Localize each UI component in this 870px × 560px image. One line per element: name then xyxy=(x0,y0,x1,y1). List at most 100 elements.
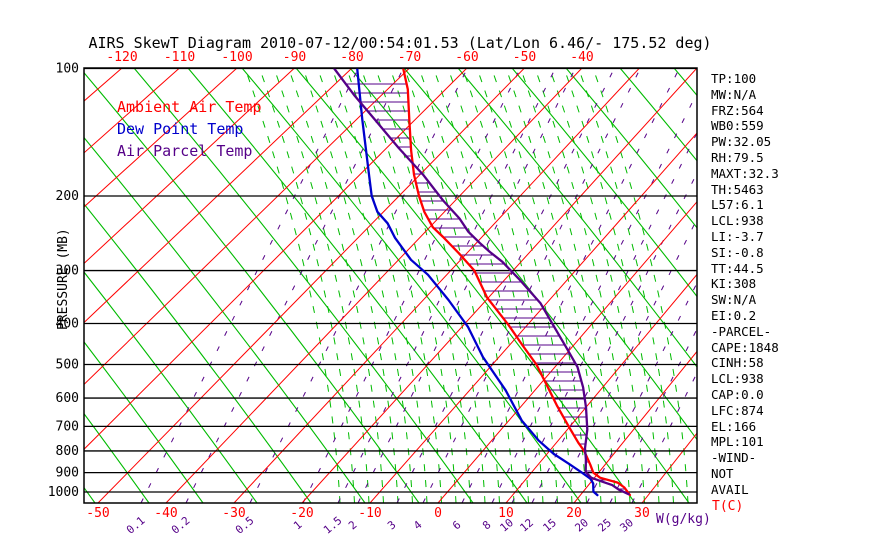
axis-tick-label: -110 xyxy=(164,50,195,65)
legend-item-dewpoint: Dew Point Temp xyxy=(117,120,244,138)
dry-adiabat-line xyxy=(565,68,697,229)
axis-tick-label: 800 xyxy=(56,444,79,459)
axis-tick-label: -40 xyxy=(154,506,177,521)
axis-tick-label: -60 xyxy=(455,50,478,65)
stat-line: AVAIL xyxy=(711,481,749,497)
isotherm-line xyxy=(84,68,410,386)
axis-tick-label: 300 xyxy=(56,264,79,279)
dry-adiabat-line xyxy=(187,68,528,503)
axis-tick-label: 4 xyxy=(411,518,425,532)
moist-adiabat-line xyxy=(447,68,544,503)
dry-adiabat-line xyxy=(511,68,697,298)
stat-line: CAPE:1848 xyxy=(711,339,779,355)
chart-title: AIRS SkewT Diagram 2010-07-12/00:54:01.5… xyxy=(88,34,712,52)
axis-tick-label: 700 xyxy=(56,419,79,434)
axis-tick-label: -30 xyxy=(222,506,245,521)
dry-adiabat-line xyxy=(84,71,420,503)
axis-tick-label: -50 xyxy=(513,50,536,65)
isotherm-line xyxy=(437,200,697,503)
axis-tick-label: -70 xyxy=(398,50,421,65)
isotherm-line xyxy=(84,68,295,265)
axis-tick-label: 8 xyxy=(480,518,493,532)
moist-adiabat-line xyxy=(476,68,573,503)
axis-tick-label: -100 xyxy=(221,50,252,65)
axis-tick-label: -40 xyxy=(570,50,593,65)
isotherm-line xyxy=(97,68,525,503)
moist-adiabat-line xyxy=(592,68,689,503)
axis-tick-label: -50 xyxy=(86,506,109,521)
moist-adiabat-line xyxy=(505,68,602,503)
stat-line: NOT xyxy=(711,466,734,481)
moist-adiabat-line xyxy=(302,68,399,503)
moist-adiabat-line xyxy=(331,68,428,503)
isotherm-line xyxy=(573,350,697,503)
stat-line: EL:166 xyxy=(711,418,757,434)
stat-line: -PARCEL- xyxy=(711,323,772,339)
moist-adiabat-line xyxy=(549,68,645,503)
moist-adiabat-line xyxy=(433,68,529,503)
moist-adiabat-line xyxy=(491,68,587,503)
mixing-ratio-line xyxy=(396,68,615,503)
axis-tick-label: -20 xyxy=(290,506,313,521)
stat-line: CAP:0.0 xyxy=(711,387,764,402)
stat-line: MW:N/A xyxy=(711,86,757,102)
moist-adiabat-line xyxy=(404,68,500,503)
axis-tick-label: -10 xyxy=(358,506,381,521)
axis-tick-label: 600 xyxy=(56,391,79,406)
dewpoint-curve xyxy=(356,68,599,497)
sounding-curves xyxy=(333,68,632,497)
moist-adiabat-line xyxy=(534,68,631,503)
moist-adiabat-line xyxy=(375,68,471,503)
stat-line: LCL:938 xyxy=(711,371,764,387)
axis-tick-label: 12 xyxy=(517,516,536,534)
moist-adiabat-line xyxy=(244,68,341,503)
axis-tick-label: 10 xyxy=(498,506,514,521)
stat-line: MPL:101 xyxy=(711,434,764,450)
mixing-unit-label: W(g/kg) xyxy=(656,512,711,527)
moist-adiabat-line xyxy=(578,68,674,503)
moist-adiabat-line xyxy=(288,68,384,503)
dry-adiabat-line xyxy=(84,412,150,503)
axis-tick-label: 0 xyxy=(434,506,442,521)
stat-line: SW:N/A xyxy=(711,292,757,308)
stat-line: LFC:874 xyxy=(711,402,764,418)
skewt-grid xyxy=(84,68,697,503)
stat-line: TH:5463 xyxy=(711,181,764,197)
axis-tick-label: 3 xyxy=(385,518,398,532)
mixing-ratio-line xyxy=(302,68,521,503)
moist-adiabat-line xyxy=(346,68,442,503)
dry-adiabat-line xyxy=(349,68,690,503)
ambient-temp-curve xyxy=(402,68,632,497)
stat-line: TP:100 xyxy=(711,71,757,86)
stat-line: KI:308 xyxy=(711,276,757,292)
axis-tick-label: 400 xyxy=(56,316,79,331)
moist-adiabat-line xyxy=(259,68,355,503)
mixing-ratio-line xyxy=(422,68,641,503)
axis-tick-label: 200 xyxy=(56,189,79,204)
axis-tick-label: 500 xyxy=(56,358,79,373)
stat-line: FRZ:564 xyxy=(711,102,764,118)
stat-line: PW:32.05 xyxy=(711,134,772,150)
plot-frame xyxy=(83,67,698,504)
stat-line: SI:-0.8 xyxy=(711,244,764,260)
isotherm-line xyxy=(84,68,353,324)
stats-panel: TP:100 MW:N/A FRZ:564 WB0:559 PW:32.05 RH:79.… xyxy=(711,0,869,560)
legend: Ambient Air Temp Dew Point Temp Air Parc… xyxy=(117,96,262,162)
axis-tick-label: 1.5 xyxy=(321,514,345,537)
dry-adiabat-line xyxy=(241,68,582,503)
axis-tick-label: 30 xyxy=(634,506,650,521)
stat-line: LCL:938 xyxy=(711,213,764,229)
stat-line: -WIND- xyxy=(711,450,757,466)
moist-adiabat-line xyxy=(273,68,370,503)
isotherm-line xyxy=(301,68,697,503)
legend-item-parcel: Air Parcel Temp xyxy=(117,142,253,160)
isotherm-line xyxy=(165,68,583,503)
legend-item-ambient: Ambient Air Temp xyxy=(117,98,262,116)
mixing-ratio-line xyxy=(357,68,576,503)
isotherm-line xyxy=(505,273,697,503)
dry-adiabat-line xyxy=(295,68,636,503)
stat-line: LI:-3.7 xyxy=(711,229,764,244)
dry-adiabat-line xyxy=(133,68,474,503)
stat-line: L57:6.1 xyxy=(711,197,764,213)
